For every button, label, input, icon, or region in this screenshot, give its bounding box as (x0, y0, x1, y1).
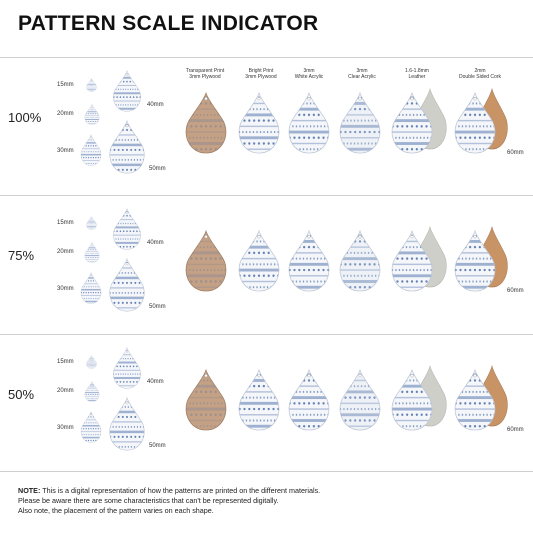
size-label-50mm: 50mm (149, 304, 166, 310)
size-drop-50mm (109, 119, 145, 174)
size-label-60mm: 60mm (507, 288, 524, 294)
sample-cork-front (454, 368, 496, 431)
note-line-2: Please be aware there are some character… (18, 496, 279, 505)
size-drop-15mm (86, 77, 97, 92)
size-drop-50mm (109, 396, 145, 451)
material-label: 3mm White Acrylic (294, 68, 324, 80)
scale-label: 50% (8, 387, 35, 402)
sample-leather-front (391, 368, 433, 431)
size-label-15mm: 15mm (57, 82, 74, 88)
size-drop-30mm (80, 410, 102, 443)
size-label-60mm: 60mm (507, 427, 524, 433)
size-drop-40mm (113, 207, 141, 250)
scale-label: 100% (8, 110, 42, 125)
sample-cork-front (454, 229, 496, 292)
sample-plywood-bright (238, 229, 280, 292)
size-label-30mm: 30mm (57, 425, 74, 431)
size-drop-30mm (80, 271, 102, 304)
sample-plywood-transparent (185, 368, 227, 431)
sample-clear-acrylic (339, 368, 381, 431)
size-label-40mm: 40mm (147, 240, 164, 246)
size-label-50mm: 50mm (149, 443, 166, 449)
note-label: NOTE: (18, 486, 41, 495)
size-label-30mm: 30mm (57, 148, 74, 154)
size-drop-30mm (80, 133, 102, 166)
size-label-60mm: 60mm (507, 150, 524, 156)
sample-clear-acrylic (339, 91, 381, 154)
size-drop-40mm (113, 346, 141, 389)
material-label: Transparent Print 3mm Plywood (185, 68, 225, 80)
size-label-15mm: 15mm (57, 359, 74, 365)
size-label-20mm: 20mm (57, 111, 74, 117)
sample-white-acrylic (288, 229, 330, 292)
sample-plywood-bright (238, 368, 280, 431)
material-label: 1.6-1.8mm Leather (405, 68, 429, 80)
sample-white-acrylic (288, 368, 330, 431)
sample-cork-front (454, 91, 496, 154)
note: NOTE: This is a digital representation o… (18, 486, 518, 516)
size-label-40mm: 40mm (147, 102, 164, 108)
material-label: 2mm Double Sided Cork (459, 68, 501, 80)
size-label-50mm: 50mm (149, 166, 166, 172)
size-drop-20mm (84, 103, 100, 125)
size-label-30mm: 30mm (57, 286, 74, 292)
size-drop-20mm (84, 241, 100, 263)
material-label: Bright Print 3mm Plywood (245, 68, 277, 80)
sample-leather-front (391, 91, 433, 154)
size-label-15mm: 15mm (57, 220, 74, 226)
separator (0, 334, 533, 335)
note-line-3: Also note, the placement of the pattern … (18, 506, 214, 515)
material-label: 3mm Clear Acrylic (348, 68, 376, 80)
size-label-40mm: 40mm (147, 379, 164, 385)
sample-plywood-transparent (185, 229, 227, 292)
sample-leather-front (391, 229, 433, 292)
sample-plywood-bright (238, 91, 280, 154)
size-drop-15mm (86, 354, 97, 369)
size-drop-50mm (109, 257, 145, 312)
size-label-20mm: 20mm (57, 249, 74, 255)
separator (0, 195, 533, 196)
separator (0, 57, 533, 58)
sample-plywood-transparent (185, 91, 227, 154)
separator (0, 471, 533, 472)
sample-clear-acrylic (339, 229, 381, 292)
page-title: PATTERN SCALE INDICATOR (18, 12, 319, 35)
size-drop-20mm (84, 380, 100, 402)
sample-white-acrylic (288, 91, 330, 154)
note-line-1: This is a digital representation of how … (40, 486, 321, 495)
size-drop-15mm (86, 215, 97, 230)
scale-label: 75% (8, 248, 35, 263)
size-label-20mm: 20mm (57, 388, 74, 394)
size-drop-40mm (113, 69, 141, 112)
